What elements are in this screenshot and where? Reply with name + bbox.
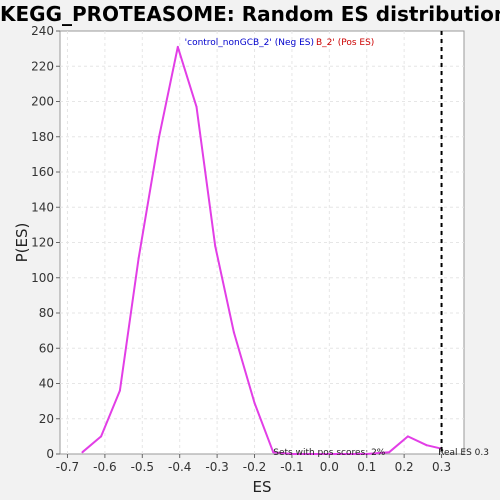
x-tick-label: 0.0 bbox=[320, 460, 339, 474]
y-tick-label: 40 bbox=[39, 377, 54, 391]
data-point bbox=[253, 401, 256, 404]
y-tick-label: 80 bbox=[39, 306, 54, 320]
y-tick-label: 220 bbox=[31, 59, 54, 73]
x-axis-label: ES bbox=[253, 478, 272, 496]
x-tick-label: -0.1 bbox=[280, 460, 303, 474]
data-point bbox=[290, 453, 293, 455]
data-point bbox=[81, 451, 84, 454]
data-point bbox=[158, 135, 161, 138]
y-tick-label: 240 bbox=[31, 24, 54, 38]
y-tick-label: 180 bbox=[31, 130, 54, 144]
data-point bbox=[388, 451, 391, 454]
y-tick-label: 200 bbox=[31, 95, 54, 109]
data-point bbox=[214, 245, 217, 248]
x-tick-label: -0.2 bbox=[243, 460, 266, 474]
data-point bbox=[347, 453, 350, 455]
series-layer bbox=[81, 45, 443, 455]
data-point bbox=[176, 45, 179, 48]
y-tick-label: 160 bbox=[31, 165, 54, 179]
y-tick-label: 120 bbox=[31, 236, 54, 250]
x-tick-label: -0.4 bbox=[168, 460, 191, 474]
legend-neg-es: 'control_nonGCB_2' (Neg ES) bbox=[185, 38, 314, 48]
y-tick-label: 100 bbox=[31, 271, 54, 285]
x-tick-label: -0.7 bbox=[56, 460, 79, 474]
legend-pos-es: B_2' (Pos ES) bbox=[316, 38, 374, 48]
x-tick-label: 0.1 bbox=[357, 460, 376, 474]
data-point bbox=[406, 435, 409, 438]
x-axis: -0.7 -0.6 -0.5 -0.4 -0.3 -0.2 -0.1 0.0 0.1 0.2 0.3 bbox=[56, 454, 451, 474]
data-point bbox=[309, 453, 312, 455]
data-point bbox=[137, 257, 140, 260]
pos-scores-annotation: Sets with pos scores: 2% bbox=[273, 448, 386, 458]
y-tick-label: 20 bbox=[39, 412, 54, 426]
data-point bbox=[100, 435, 103, 438]
x-tick-label: -0.5 bbox=[131, 460, 154, 474]
x-tick-label: -0.6 bbox=[93, 460, 116, 474]
y-axis-label: P(ES) bbox=[13, 223, 31, 263]
chart-title: KEGG_PROTEASOME: Random ES distribution bbox=[0, 2, 500, 26]
data-point bbox=[425, 444, 428, 447]
data-point bbox=[365, 453, 368, 455]
es-distribution-line bbox=[81, 45, 442, 455]
data-point bbox=[232, 331, 235, 334]
real-es-annotation: Real ES 0.3 bbox=[438, 448, 489, 458]
x-tick-label: 0.2 bbox=[395, 460, 414, 474]
data-point bbox=[195, 105, 198, 108]
data-point bbox=[328, 453, 331, 455]
y-axis: 0 20 40 60 80 100 120 140 160 180 200 220 240 bbox=[31, 24, 60, 461]
y-tick-label: 0 bbox=[46, 447, 54, 461]
x-tick-label: 0.3 bbox=[432, 460, 451, 474]
y-tick-label: 140 bbox=[31, 200, 54, 214]
y-tick-label: 60 bbox=[39, 341, 54, 355]
x-tick-label: -0.3 bbox=[205, 460, 228, 474]
data-point bbox=[118, 389, 121, 392]
data-point bbox=[272, 451, 275, 454]
